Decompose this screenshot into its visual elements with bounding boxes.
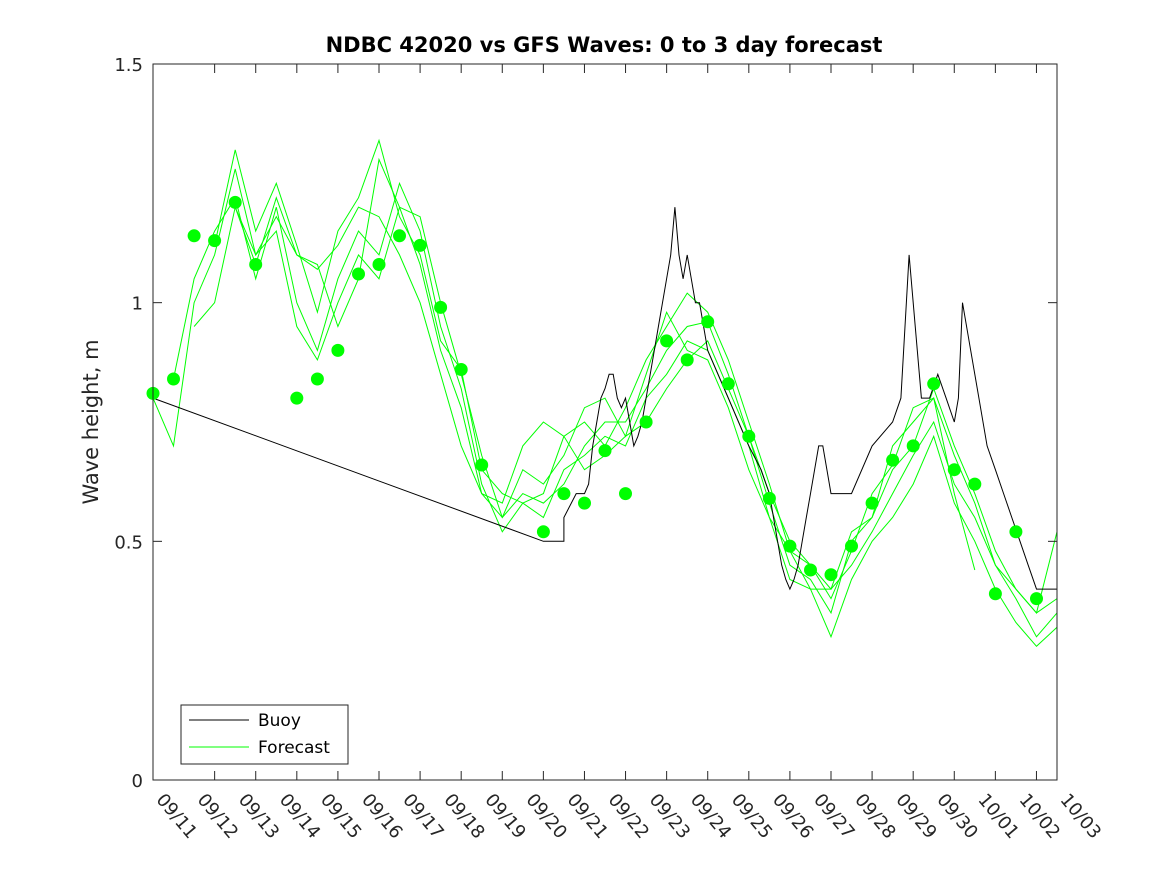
forecast-point bbox=[927, 377, 941, 391]
y-tick-label: 0 bbox=[132, 771, 143, 792]
forecast-point bbox=[1009, 525, 1023, 539]
forecast-point bbox=[578, 496, 591, 510]
y-tick-label: 1.5 bbox=[114, 55, 143, 76]
y-axis-label: Wave height, m bbox=[79, 339, 103, 504]
forecast-point bbox=[701, 315, 715, 329]
forecast-point bbox=[393, 229, 406, 243]
forecast-run-line-5 bbox=[214, 138, 1058, 614]
y-tick-label: 0.5 bbox=[114, 532, 143, 553]
forecast-point bbox=[660, 334, 674, 348]
forecast-point bbox=[865, 496, 879, 510]
forecast-point bbox=[680, 353, 694, 367]
forecast-point bbox=[639, 415, 653, 429]
forecast-point bbox=[536, 525, 550, 539]
forecast-point bbox=[906, 439, 920, 453]
forecast-point bbox=[742, 429, 756, 443]
legend-buoy-label: Buoy bbox=[258, 711, 301, 731]
y-tick-label: 1 bbox=[132, 294, 143, 315]
legend: Buoy Forecast bbox=[180, 704, 349, 765]
forecast-point bbox=[413, 238, 427, 252]
forecast-point bbox=[968, 477, 982, 491]
forecast-point bbox=[845, 539, 858, 553]
forecast-run-line-2 bbox=[152, 168, 1058, 615]
legend-forecast-label: Forecast bbox=[258, 738, 330, 758]
series-layer bbox=[146, 138, 1058, 648]
forecast-point bbox=[228, 195, 242, 209]
forecast-point bbox=[208, 234, 222, 248]
forecast-point bbox=[947, 463, 961, 477]
forecast-point bbox=[249, 258, 263, 271]
forecast-point bbox=[721, 377, 735, 391]
forecast-point bbox=[1030, 592, 1043, 606]
forecast-point bbox=[475, 458, 489, 472]
forecast-point bbox=[762, 491, 776, 505]
forecast-point bbox=[783, 539, 797, 553]
legend-box bbox=[180, 704, 349, 765]
forecast-point bbox=[331, 343, 345, 357]
forecast-point bbox=[988, 587, 1002, 601]
forecast-point bbox=[557, 487, 571, 501]
forecast-point bbox=[372, 258, 386, 271]
axes-box bbox=[152, 63, 1058, 781]
forecast-point bbox=[598, 444, 612, 458]
forecast-point bbox=[352, 267, 365, 281]
chart-title: NDBC 42020 vs GFS Waves: 0 to 3 day fore… bbox=[326, 33, 883, 57]
forecast-point bbox=[454, 363, 468, 376]
forecast-point bbox=[290, 391, 304, 405]
forecast-point bbox=[804, 563, 817, 577]
forecast-point bbox=[619, 487, 632, 501]
forecast-point bbox=[187, 229, 201, 243]
forecast-point bbox=[310, 372, 324, 386]
forecast-point bbox=[434, 300, 448, 314]
buoy-line bbox=[152, 207, 1057, 591]
forecast-point bbox=[824, 568, 838, 582]
forecast-point bbox=[167, 372, 180, 386]
forecast-run-line-3 bbox=[173, 181, 1058, 638]
forecast-point bbox=[886, 453, 900, 467]
